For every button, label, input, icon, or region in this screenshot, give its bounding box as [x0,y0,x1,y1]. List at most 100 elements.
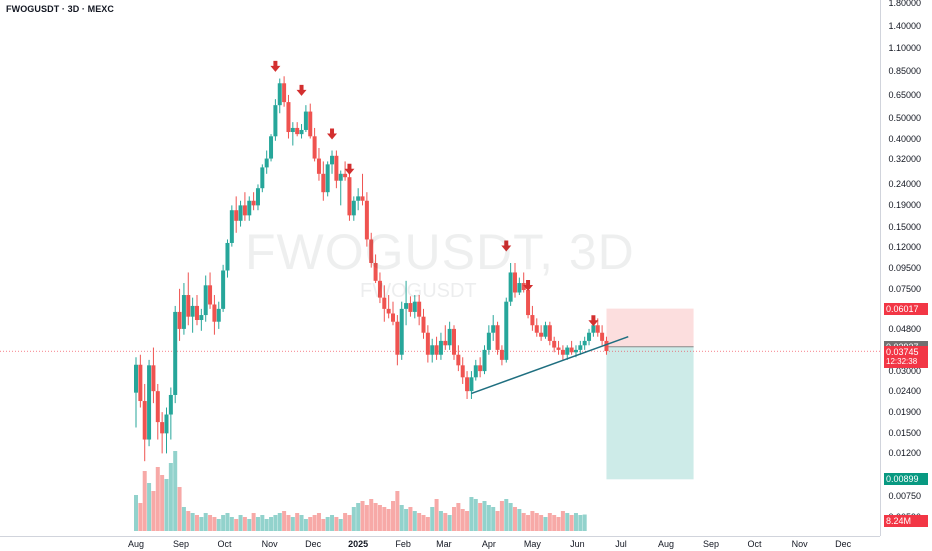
volume-bar [399,505,404,531]
candle-body [316,158,321,174]
candle-body [299,129,304,135]
volume-bar [277,513,282,531]
candle-body [147,365,152,440]
volume-bar [530,511,535,531]
candle-body [421,316,426,333]
stop-price-tag: 0.06017 [884,302,928,315]
price-tick: 0.07500 [888,283,921,294]
resistance-arrow [523,280,534,292]
resistance-arrow [501,240,512,252]
volume-bar [186,511,191,531]
price-tick: 0.65000 [888,89,921,100]
volume-bar [347,515,352,531]
candle-body [260,167,265,189]
candle-body [286,102,291,133]
volume-bar [151,491,156,531]
volume-bar [173,451,178,531]
candle-body [399,308,404,355]
resistance-arrow [270,60,281,72]
candle-body [356,196,361,201]
volume-bar [290,517,295,531]
candle-body [208,285,213,305]
candle-layer [134,76,609,462]
candle-body [360,196,365,201]
volume-bar [229,517,234,531]
volume-bar [578,515,583,531]
time-tick: Jun [570,539,585,549]
volume-bar [251,513,256,531]
price-tick: 0.09500 [888,262,921,273]
time-tick: Aug [657,539,675,549]
candle-body [604,340,609,352]
price-tick: 0.40000 [888,133,921,144]
volume-bar [356,503,361,531]
candle-body [203,285,208,316]
symbol-title[interactable]: FWOGUSDT · 3D · MEXC [6,4,114,14]
volume-bar [134,495,138,531]
time-tick: Mar [436,539,452,549]
volume-bar [364,505,369,531]
candle-body [534,325,539,333]
volume-bar [147,483,152,531]
volume-bar [260,515,265,531]
volume-bar [386,509,391,531]
volume-bar [321,519,326,531]
volume-bar [273,515,278,531]
candle-body [190,305,195,317]
price-scale[interactable]: 1.80000 1.40000 1.10000 0.85000 0.65000 0.500… [880,0,932,536]
candle-body [255,188,260,206]
last-price-value: 0.03745 [886,347,919,358]
volume-bar [417,513,422,531]
resistance-arrow [588,315,599,327]
time-tick: Apr [481,539,496,549]
volume-bar [208,515,213,531]
volume-bar [504,499,509,531]
time-tick: Oct [747,539,762,549]
candle-body [521,283,526,291]
volume-bar [534,513,539,531]
volume-bar [425,517,430,531]
volume-bar [303,519,308,531]
volume-bar [203,513,208,531]
volume-bar [395,491,400,531]
candle-body [273,105,278,137]
volume-bar [142,471,147,531]
candle-body [591,325,596,333]
time-axis[interactable]: Aug Sep Oct Nov Dec 2025 Feb Mar Apr May Jun Jul Aug… [0,536,880,551]
volume-bar [526,515,531,531]
price-tick: 1.80000 [888,0,921,9]
resistance-arrow [296,84,307,96]
candle-body [443,340,448,346]
candle-body [264,158,269,168]
price-tick: 0.32000 [888,153,921,164]
candle-body [138,364,143,402]
volume-bar [482,501,487,531]
volume-bar [552,515,557,531]
volume-bar [495,511,500,531]
candle-body [438,340,443,355]
watermark-sub: FWOGUSDT [360,280,477,302]
volume-bar [286,515,291,531]
volume-bar [334,517,339,531]
volume-bar [212,517,217,531]
candle-body [504,301,509,360]
candle-body [321,173,326,193]
time-tick: May [523,539,541,549]
volume-bar [181,507,186,531]
time-tick: Dec [835,539,852,549]
volume-bar [469,497,474,531]
volume-bar [216,519,221,531]
volume-bar [404,509,409,531]
time-tick: Nov [261,539,278,549]
volume-bar [264,519,269,531]
candle-body [173,311,178,395]
volume-bar [521,513,526,531]
candle-body [338,173,343,181]
price-tick: 0.01900 [888,407,921,418]
volume-bar [299,515,304,531]
price-tick: 0.12000 [888,241,921,252]
price-tick: 1.40000 [888,21,921,32]
candle-body [495,325,500,350]
